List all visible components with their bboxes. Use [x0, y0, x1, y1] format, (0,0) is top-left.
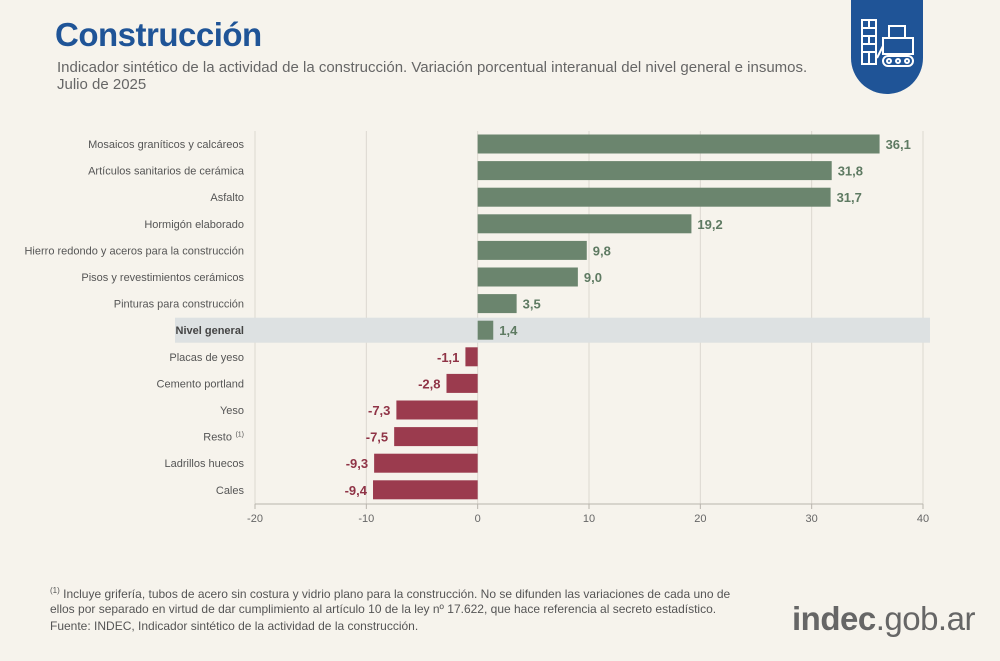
subtitle-date: Julio de 2025 — [57, 76, 147, 93]
category-label: Hierro redondo y aceros para la construc… — [24, 245, 244, 257]
x-tick-label: -10 — [358, 513, 374, 525]
value-label: 9,8 — [593, 243, 611, 258]
category-label: Resto — [203, 432, 232, 444]
x-tick-label: 0 — [475, 513, 481, 525]
value-label: 3,5 — [523, 297, 541, 312]
value-label: -7,3 — [368, 403, 390, 418]
construction-icon — [861, 19, 914, 67]
category-label: Asfalto — [210, 192, 244, 204]
bar — [446, 373, 478, 393]
category-label: Artículos sanitarios de cerámica — [88, 166, 245, 178]
bar-chart: -20 -10 0 10 20 30 40 Mosaicos graníticos y cal… — [24, 131, 930, 525]
highlight-band-layer — [175, 317, 930, 343]
value-label: 9,0 — [584, 270, 602, 285]
bar — [374, 453, 478, 473]
value-label: -1,1 — [437, 350, 459, 365]
value-label: -7,5 — [366, 430, 388, 445]
bar — [477, 294, 517, 314]
footnote-marker-label: (1) — [235, 432, 244, 439]
source-note: Fuente: INDEC, Indicador sintético de la… — [50, 619, 419, 633]
category-label: Pinturas para construcción — [114, 299, 244, 311]
indec-logo: indec.gob.ar — [792, 600, 975, 638]
subtitle-description: Indicador sintético de la actividad de l… — [57, 59, 808, 76]
category-label: Hormigón elaborado — [144, 219, 244, 231]
footnote: (1) Incluye grifería, tubos de acero sin… — [50, 583, 750, 617]
bar — [465, 347, 478, 367]
x-tick-label: -20 — [247, 513, 263, 525]
category-label: Cemento portland — [157, 378, 244, 390]
logo-brand: indec — [792, 600, 876, 637]
bar — [477, 240, 587, 260]
x-tick-label: 30 — [806, 513, 818, 525]
label-layer: -20 -10 0 10 20 30 40 Mosaicos graníticos y cal… — [24, 137, 929, 525]
value-label: 31,7 — [837, 190, 862, 205]
category-label: Nivel general — [176, 325, 244, 337]
value-label: -9,4 — [345, 483, 368, 498]
x-tick-label: 40 — [917, 513, 929, 525]
x-tick-label: 20 — [694, 513, 706, 525]
value-label: -2,8 — [418, 376, 440, 391]
bar — [477, 187, 831, 207]
category-label: Pisos y revestimientos cerámicos — [81, 272, 244, 284]
category-label: Placas de yeso — [169, 352, 244, 364]
bar — [396, 400, 478, 420]
value-label: 36,1 — [886, 137, 911, 152]
category-label: Yeso — [220, 405, 244, 417]
x-tick-label: 10 — [583, 513, 595, 525]
value-label: 31,8 — [838, 164, 863, 179]
category-label: Cales — [216, 485, 245, 497]
bar — [394, 427, 478, 447]
bar-layer — [373, 134, 880, 500]
bar — [373, 480, 478, 500]
bar — [477, 134, 880, 154]
chart-subtitle: Indicador sintético de la actividad de l… — [57, 59, 857, 93]
construction-badge — [851, 0, 923, 94]
category-label: Ladrillos huecos — [165, 458, 245, 470]
bar — [477, 161, 832, 181]
value-label: 1,4 — [499, 323, 518, 338]
highlight-band — [175, 317, 930, 343]
footnote-marker: (1) — [50, 586, 60, 595]
bar — [477, 320, 494, 340]
logo-domain: .gob.ar — [875, 600, 976, 637]
footnote-text: Incluye grifería, tubos de acero sin cos… — [50, 587, 731, 616]
bar — [477, 214, 692, 234]
value-label: 19,2 — [697, 217, 722, 232]
bar — [477, 267, 578, 287]
category-label: Mosaicos graníticos y calcáreos — [88, 139, 244, 151]
value-label: -9,3 — [346, 456, 368, 471]
page-title: Construcción — [55, 16, 262, 53]
